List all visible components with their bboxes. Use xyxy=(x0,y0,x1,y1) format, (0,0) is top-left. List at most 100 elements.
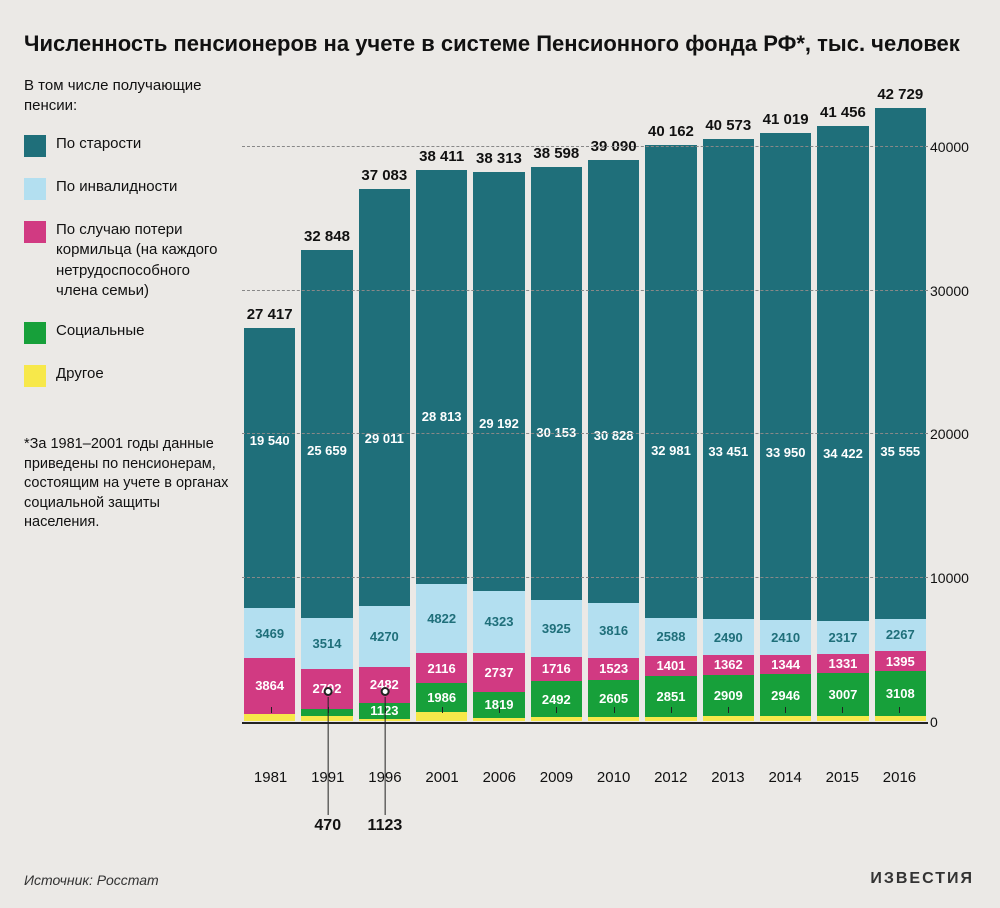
legend-item: Социальные xyxy=(24,321,232,344)
bar-column: 39 09030 828381615232605 xyxy=(588,160,639,721)
legend-item: По инвалидности xyxy=(24,177,232,200)
bar-segment-old_age: 30 153 xyxy=(531,167,582,600)
bar-total-label: 38 598 xyxy=(533,145,579,162)
bar-segment-other xyxy=(703,716,754,721)
x-axis-label: 2010 xyxy=(587,769,640,786)
bar-column: 41 45634 422231713313007 xyxy=(817,126,868,721)
bar-total-label: 40 162 xyxy=(648,123,694,140)
callout: 1123 xyxy=(368,692,403,835)
bar-segment-old_age: 33 451 xyxy=(703,139,754,619)
bar-segment-disability: 4822 xyxy=(416,584,467,653)
bar-segment-old_age: 28 813 xyxy=(416,170,467,584)
bar-segment-breadwinner: 1401 xyxy=(645,656,696,676)
x-axis-label: 2001 xyxy=(416,769,469,786)
y-axis-tick: 30000 xyxy=(930,283,976,299)
bar-segment-disability: 3816 xyxy=(588,603,639,658)
legend-swatch xyxy=(24,322,46,344)
bar-segment-disability: 2410 xyxy=(760,620,811,655)
bar-segment-other xyxy=(817,716,868,721)
bar-segment-old_age: 19 540 xyxy=(244,328,295,609)
bar-total-label: 32 848 xyxy=(304,228,350,245)
legend-subtitle: В том числе получающие пенсии: xyxy=(24,76,232,117)
bar-segment-disability: 2490 xyxy=(703,619,754,655)
bar-total-label: 27 417 xyxy=(247,306,293,323)
bar-segment-disability: 2588 xyxy=(645,618,696,655)
callout: 470 xyxy=(314,692,341,835)
bar-segment-other xyxy=(416,712,467,722)
legend-label: По случаю потери кормильца (на каждого н… xyxy=(56,220,232,301)
bar-segment-social: 1819 xyxy=(473,692,524,718)
bar-segment-breadwinner: 2737 xyxy=(473,653,524,692)
bar-segment-disability: 3925 xyxy=(531,600,582,656)
bar-segment-other xyxy=(244,714,295,722)
bar-column: 32 84825 65935142792 xyxy=(301,250,352,722)
legend-swatch xyxy=(24,178,46,200)
bar-segment-disability: 3469 xyxy=(244,608,295,658)
y-axis-tick: 0 xyxy=(930,714,976,730)
legend-label: Другое xyxy=(56,364,232,384)
bar-segment-disability: 4270 xyxy=(359,606,410,667)
y-axis-tick: 40000 xyxy=(930,139,976,155)
bar-total-label: 42 729 xyxy=(877,86,923,103)
legend-label: Социальные xyxy=(56,321,232,341)
publisher-logo: ИЗВЕСТИЯ xyxy=(870,870,974,888)
bar-column: 40 57333 451249013622909 xyxy=(703,139,754,721)
bar-segment-other xyxy=(760,716,811,721)
bar-segment-other xyxy=(531,717,582,721)
bar-column: 41 01933 950241013442946 xyxy=(760,133,811,722)
x-axis-label: 2006 xyxy=(473,769,526,786)
legend-item: По старости xyxy=(24,134,232,157)
legend-label: По старости xyxy=(56,134,232,154)
bar-segment-disability: 2317 xyxy=(817,621,868,654)
bar-column: 38 59830 153392517162492 xyxy=(531,167,582,721)
source-text: Источник: Росстат xyxy=(24,872,159,888)
bar-total-label: 41 456 xyxy=(820,104,866,121)
bar-segment-other xyxy=(473,718,524,721)
chart-title: Численность пенсионеров на учете в систе… xyxy=(24,30,976,58)
bar-column: 27 41719 54034693864 xyxy=(244,328,295,722)
bar-segment-old_age: 32 981 xyxy=(645,145,696,618)
bar-segment-old_age: 29 011 xyxy=(359,189,410,605)
x-axis-label: 2014 xyxy=(759,769,812,786)
footnote: *За 1981–2001 годы данные приведены по п… xyxy=(24,435,232,533)
bar-segment-breadwinner: 1716 xyxy=(531,657,582,682)
bar-segment-breadwinner: 1362 xyxy=(703,655,754,675)
bar-segment-breadwinner: 1395 xyxy=(875,651,926,671)
legend-swatch xyxy=(24,365,46,387)
legend-item: Другое xyxy=(24,364,232,387)
bar-segment-breadwinner: 1523 xyxy=(588,658,639,680)
bar-total-label: 40 573 xyxy=(705,117,751,134)
bar-column: 42 72935 555226713953108 xyxy=(875,108,926,721)
x-axis-label: 2012 xyxy=(644,769,697,786)
legend-panel: В том числе получающие пенсии: По старос… xyxy=(24,76,242,846)
bar-total-label: 38 411 xyxy=(419,148,464,165)
bar-column: 37 08329 011427024821123 xyxy=(359,189,410,721)
x-axis-label: 2009 xyxy=(530,769,583,786)
bar-segment-old_age: 35 555 xyxy=(875,108,926,618)
legend-label: По инвалидности xyxy=(56,177,232,197)
x-axis-label: 2013 xyxy=(701,769,754,786)
bar-segment-breadwinner: 2116 xyxy=(416,653,467,683)
bar-segment-old_age: 30 828 xyxy=(588,160,639,603)
y-axis-tick: 10000 xyxy=(930,570,976,586)
x-axis-label: 2016 xyxy=(873,769,926,786)
bar-segment-old_age: 29 192 xyxy=(473,172,524,591)
bar-segment-other xyxy=(875,716,926,722)
bar-segment-disability: 4323 xyxy=(473,591,524,653)
bar-total-label: 38 313 xyxy=(476,150,522,167)
bar-column: 38 31329 192432327371819 xyxy=(473,172,524,722)
x-axis-label: 2015 xyxy=(816,769,869,786)
bar-total-label: 37 083 xyxy=(361,167,407,184)
bar-total-label: 41 019 xyxy=(763,111,809,128)
legend-swatch xyxy=(24,135,46,157)
bar-segment-old_age: 33 950 xyxy=(760,133,811,620)
chart-area: 27 41719 5403469386432 84825 65935142792… xyxy=(242,76,976,846)
bar-segment-breadwinner: 1331 xyxy=(817,654,868,673)
bar-column: 38 41128 813482221161986 xyxy=(416,170,467,721)
bar-segment-disability: 3514 xyxy=(301,618,352,668)
bar-segment-breadwinner: 3864 xyxy=(244,658,295,713)
bar-segment-disability: 2267 xyxy=(875,619,926,652)
bar-segment-breadwinner: 1344 xyxy=(760,655,811,674)
y-axis-tick: 20000 xyxy=(930,426,976,442)
bar-segment-other xyxy=(588,717,639,722)
